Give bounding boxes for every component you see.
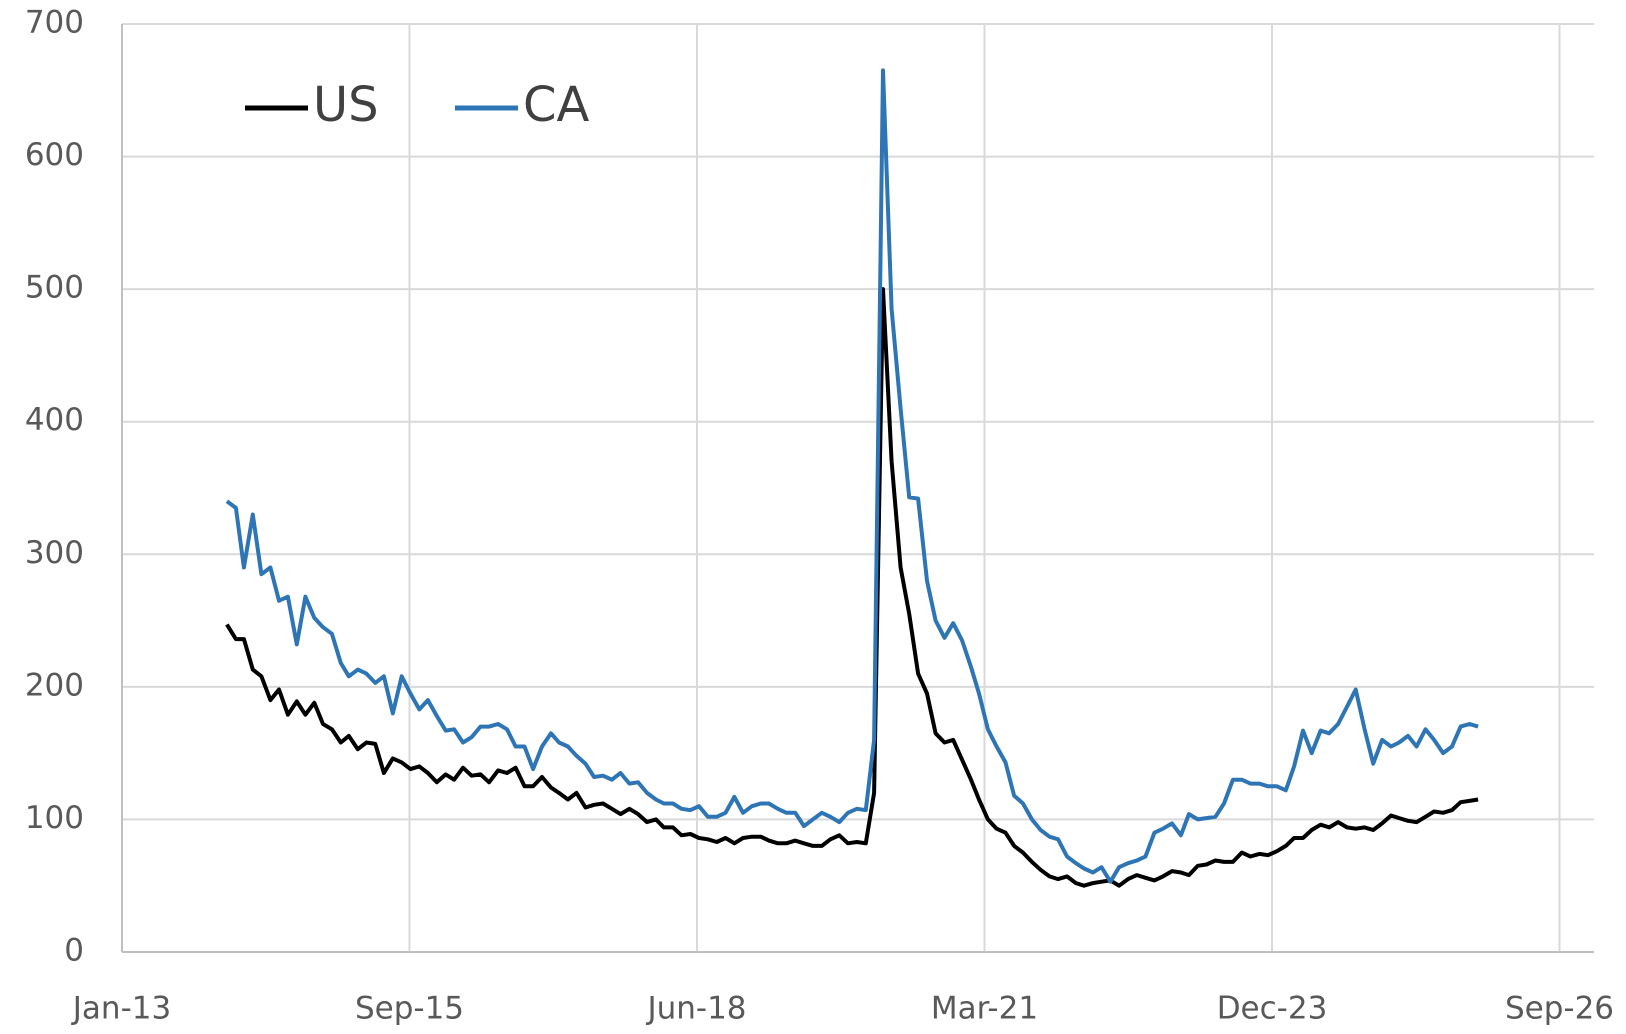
y-tick-label: 0 bbox=[64, 933, 84, 969]
x-tick-label: Mar-21 bbox=[931, 991, 1038, 1027]
y-tick-label: 100 bbox=[25, 800, 84, 836]
x-tick-label: Sep-26 bbox=[1505, 991, 1614, 1027]
y-tick-label: 500 bbox=[25, 270, 84, 306]
line-series bbox=[225, 68, 1479, 884]
x-tick-label: Sep-15 bbox=[355, 991, 464, 1027]
y-tick-label: 600 bbox=[25, 137, 84, 173]
x-tick-label: Jan-13 bbox=[71, 991, 171, 1027]
x-tick-label: Dec-23 bbox=[1217, 991, 1328, 1027]
x-tick-label: Jun-18 bbox=[645, 991, 746, 1027]
y-tick-label: 200 bbox=[25, 667, 84, 703]
legend-label: CA bbox=[523, 77, 590, 133]
legend-label: US bbox=[313, 77, 379, 133]
y-tick-label: 700 bbox=[25, 5, 84, 41]
y-tick-label: 300 bbox=[25, 535, 84, 571]
y-tick-label: 400 bbox=[25, 402, 84, 438]
line-series bbox=[225, 287, 1479, 888]
